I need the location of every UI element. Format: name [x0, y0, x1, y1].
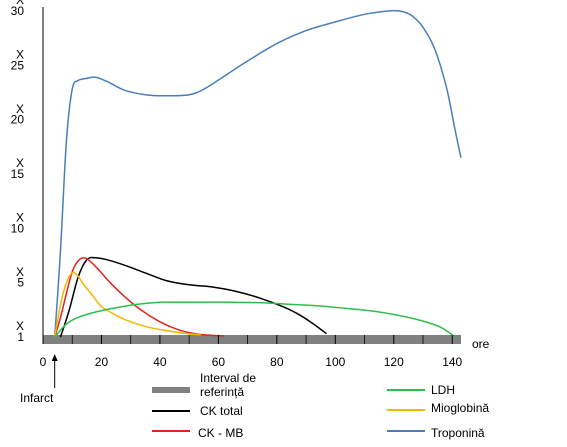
x-tick-label: 80 [270, 355, 284, 369]
legend-label-ck-total: CK total [200, 404, 243, 418]
y-tick-label: 1 [17, 330, 24, 344]
y-tick-label: 20 [11, 113, 25, 127]
y-tick-label: X [16, 47, 24, 61]
legend-label-ldh: LDH [431, 383, 455, 397]
x-tick-label: 120 [384, 355, 404, 369]
y-tick-label: 15 [11, 167, 25, 181]
reference-band [43, 335, 461, 344]
series-line-ldh [54, 301, 456, 338]
legend-label-interval-de-referinta: Interval de referință [200, 371, 256, 399]
y-tick-label: X [16, 0, 24, 7]
legend-label-troponina: Troponină [431, 426, 485, 440]
x-tick-label: 60 [212, 355, 226, 369]
infarct-label: Infarct [20, 391, 54, 405]
x-tick-label: 0 [40, 355, 47, 369]
legend: Interval de referință CK total CK - MB LDH Mi… [152, 371, 489, 440]
legend-label-ck-mb: CK - MB [198, 426, 243, 440]
x-axis-label: ore [472, 337, 490, 351]
series-line-ck-total [59, 256, 327, 338]
series-line-ck-mb [53, 256, 225, 338]
y-tick-label: X [16, 319, 24, 333]
series-layer [53, 9, 462, 338]
y-tick-label: 5 [17, 276, 24, 290]
x-tick-label: 20 [95, 355, 109, 369]
y-tick-label: 10 [11, 221, 25, 235]
x-tick-label: 100 [325, 355, 345, 369]
y-tick-label: X [16, 102, 24, 116]
x-tick-label: 40 [153, 355, 167, 369]
infarct-annotation: Infarct [20, 354, 58, 405]
y-tick-label: X [16, 210, 24, 224]
y-tick-label: X [16, 156, 24, 170]
y-tick-label: X [16, 265, 24, 279]
x-tick-labels: 0 20 40 60 80 100 120 140 [40, 335, 463, 369]
infarct-arrow-head [51, 354, 58, 361]
y-tick-label: 25 [11, 58, 25, 72]
series-line-troponina [53, 9, 462, 338]
y-tick-label: 30 [11, 4, 25, 18]
legend-label-mioglobina: Mioglobină [431, 401, 489, 415]
x-tick-label: 140 [442, 355, 462, 369]
reference-band-layer [43, 335, 461, 344]
series-line-mioglobina [53, 271, 201, 338]
